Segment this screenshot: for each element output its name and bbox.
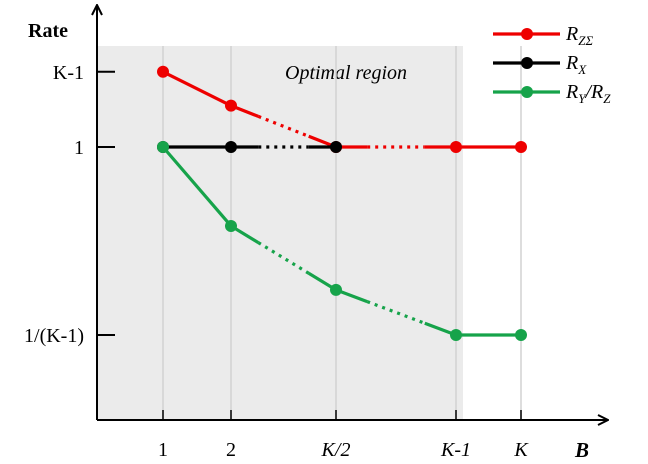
series-layer	[157, 65, 527, 341]
legend-label: RX	[565, 52, 587, 77]
series-r-y-r-z	[157, 141, 527, 341]
y-tick-label-1: 1	[74, 137, 84, 159]
point-r-y-r-z-k-2	[330, 283, 342, 296]
point-r-x-k-2	[330, 141, 342, 153]
x-tick-label-k-2: K/2	[321, 439, 351, 461]
y-axis-label: Rate	[28, 20, 68, 42]
point-r-z-k	[515, 141, 527, 153]
x-tick-label-1: 1	[158, 439, 168, 461]
optimal-region-label: Optimal region	[285, 62, 407, 84]
point-r-z-2	[225, 99, 237, 112]
legend-item-ry-rz: RY/RZ	[493, 81, 611, 106]
series-r-z-segment-0	[162, 70, 232, 108]
point-r-z-k-1	[450, 141, 462, 153]
x-tick-label-k-1: K-1	[440, 439, 471, 461]
x-tick-label-2: 2	[226, 439, 236, 461]
series-r-z	[157, 65, 527, 153]
legend-marker	[521, 57, 533, 69]
x-axis-label: B	[574, 438, 589, 462]
point-r-y-r-z-k	[515, 329, 527, 341]
point-r-z-1	[157, 65, 169, 78]
point-r-y-r-z-k-1	[450, 329, 462, 341]
ticks: 1 2 K/2 K-1 K 1/(K-1) 1 K-1	[24, 62, 529, 461]
y-tick-label-k-1: K-1	[53, 62, 84, 84]
point-r-y-r-z-1	[157, 141, 169, 153]
legend-label: RZΣ	[565, 23, 593, 48]
legend-label: RY/RZ	[565, 81, 611, 106]
optimal-region	[97, 46, 463, 420]
point-r-x-2	[225, 141, 237, 153]
legend-marker	[521, 28, 533, 40]
x-tick-label-k: K	[513, 439, 529, 461]
y-tick-label-1-k-1: 1/(K-1)	[24, 325, 84, 347]
point-r-y-r-z-2	[225, 219, 237, 232]
legend-marker	[521, 86, 533, 98]
legend-item-rz: RZΣ	[493, 23, 593, 48]
legend-item-rx: RX	[493, 52, 587, 77]
series-r-y-r-z-segment-0	[161, 145, 233, 228]
legend: RZΣ RX RY/RZ	[493, 23, 611, 106]
